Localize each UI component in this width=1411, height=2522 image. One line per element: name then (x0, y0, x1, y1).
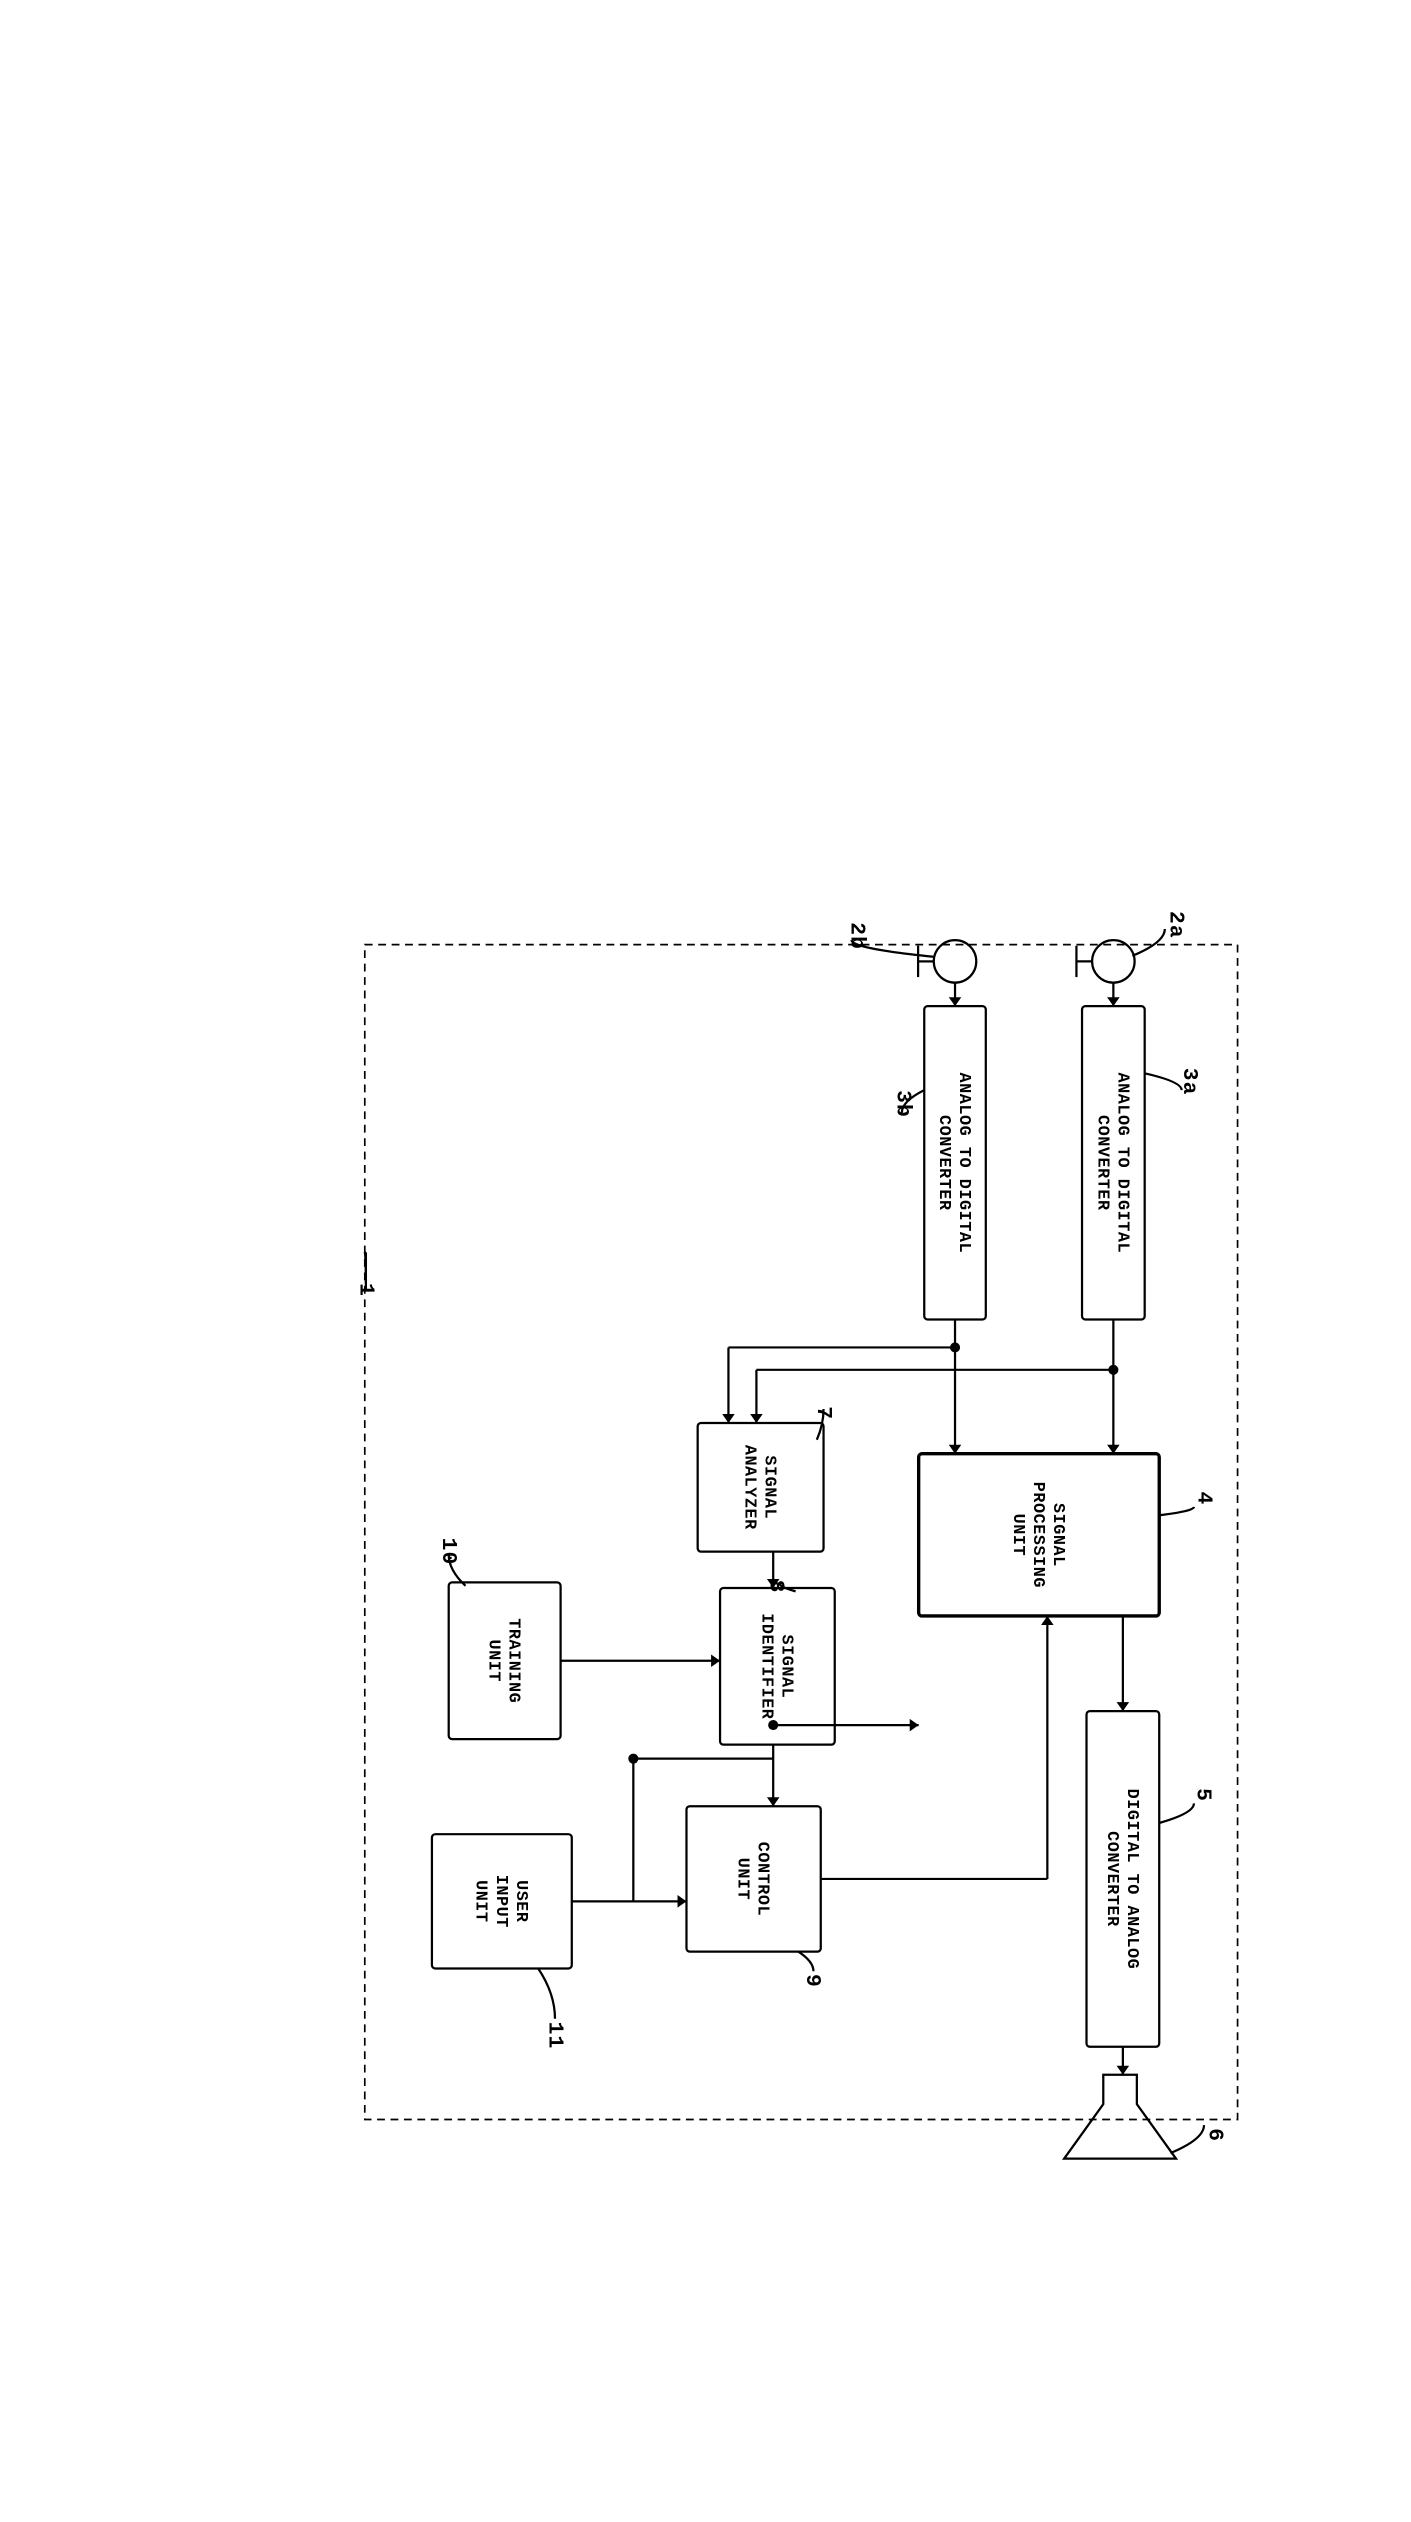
user_input-label: USERINPUTUNIT (471, 1875, 530, 1928)
leader-line (1159, 1803, 1194, 1823)
junction-node (768, 1720, 778, 1730)
svg-text:ANALYZER: ANALYZER (740, 1445, 759, 1530)
training-label: TRAININGUNIT (484, 1618, 523, 1703)
adc_a-label: ANALOG TO DIGITALCONVERTER (1092, 1073, 1131, 1254)
spu-label: SIGNALPROCESSINGUNIT (1008, 1482, 1067, 1588)
svg-text:TRAINING: TRAINING (504, 1618, 523, 1703)
svg-text:CONVERTER: CONVERTER (1102, 1831, 1121, 1927)
block-diagram: ANALOG TO DIGITALCONVERTERANALOG TO DIGI… (0, 0, 1411, 2522)
svg-text:CONVERTER: CONVERTER (934, 1115, 953, 1211)
ref-label-2b: 2b (845, 922, 869, 950)
svg-text:PROCESSING: PROCESSING (1028, 1482, 1047, 1588)
ref-label-4: 4 (1191, 1492, 1215, 1506)
leader-line (1159, 1507, 1194, 1515)
junction-node (950, 1342, 960, 1352)
junction-node (1108, 1365, 1118, 1375)
svg-text:UNIT: UNIT (733, 1858, 752, 1900)
ref-label-2a: 2a (1163, 911, 1187, 939)
identifier-label: SIGNALIDENTIFIER (756, 1613, 795, 1720)
ref-label-9: 9 (800, 1974, 824, 1988)
ref-label-3b: 3b (890, 1090, 914, 1118)
svg-text:CONVERTER: CONVERTER (1092, 1115, 1111, 1211)
svg-text:UNIT: UNIT (1008, 1514, 1027, 1556)
svg-text:DIGITAL TO ANALOG: DIGITAL TO ANALOG (1122, 1789, 1141, 1970)
svg-text:SIGNAL: SIGNAL (1048, 1503, 1067, 1567)
svg-text:SIGNAL: SIGNAL (760, 1455, 779, 1519)
ref-label-11: 11 (542, 2022, 566, 2050)
arrow-head (1117, 2066, 1130, 2075)
leader-line (798, 1952, 813, 1972)
arrow-head (1107, 997, 1120, 1006)
arrow-head (910, 1719, 919, 1732)
svg-text:ANALOG TO DIGITAL: ANALOG TO DIGITAL (1112, 1073, 1131, 1254)
svg-text:CONTROL: CONTROL (753, 1842, 772, 1916)
arrow-head (949, 997, 962, 1006)
dac-label: DIGITAL TO ANALOGCONVERTER (1102, 1789, 1141, 1970)
speaker-icon (1064, 2075, 1176, 2159)
arrow-head (750, 1414, 763, 1423)
svg-text:UNIT: UNIT (471, 1880, 490, 1922)
ref-label-5: 5 (1190, 1788, 1214, 1802)
arrow-head (1117, 1702, 1130, 1711)
analyzer-label: SIGNALANALYZER (740, 1445, 779, 1530)
arrow-head (678, 1895, 687, 1908)
leader-line (1170, 2125, 1204, 2153)
control-label: CONTROLUNIT (733, 1842, 772, 1916)
ref-label-10: 10 (436, 1538, 460, 1566)
arrow-head (711, 1654, 720, 1667)
svg-text:UNIT: UNIT (484, 1640, 503, 1682)
svg-text:IDENTIFIER: IDENTIFIER (756, 1613, 775, 1720)
svg-text:ANALOG TO DIGITAL: ANALOG TO DIGITAL (954, 1073, 973, 1254)
leader-line (1145, 1073, 1182, 1090)
arrow-head (767, 1797, 780, 1806)
junction-node (628, 1754, 638, 1764)
svg-text:USER: USER (511, 1880, 530, 1923)
svg-text:SIGNAL: SIGNAL (776, 1634, 795, 1698)
microphone-a-icon (1092, 940, 1135, 983)
ref-label-6: 6 (1203, 2128, 1227, 2142)
leader-line (1132, 929, 1164, 956)
adc_b-label: ANALOG TO DIGITALCONVERTER (934, 1073, 973, 1254)
leader-line (538, 1968, 555, 2018)
leader-line (365, 1252, 366, 1283)
microphone-b-icon (934, 940, 977, 983)
arrow-head (722, 1414, 735, 1423)
svg-text:INPUT: INPUT (491, 1875, 510, 1928)
ref-label-3a: 3a (1177, 1068, 1201, 1096)
